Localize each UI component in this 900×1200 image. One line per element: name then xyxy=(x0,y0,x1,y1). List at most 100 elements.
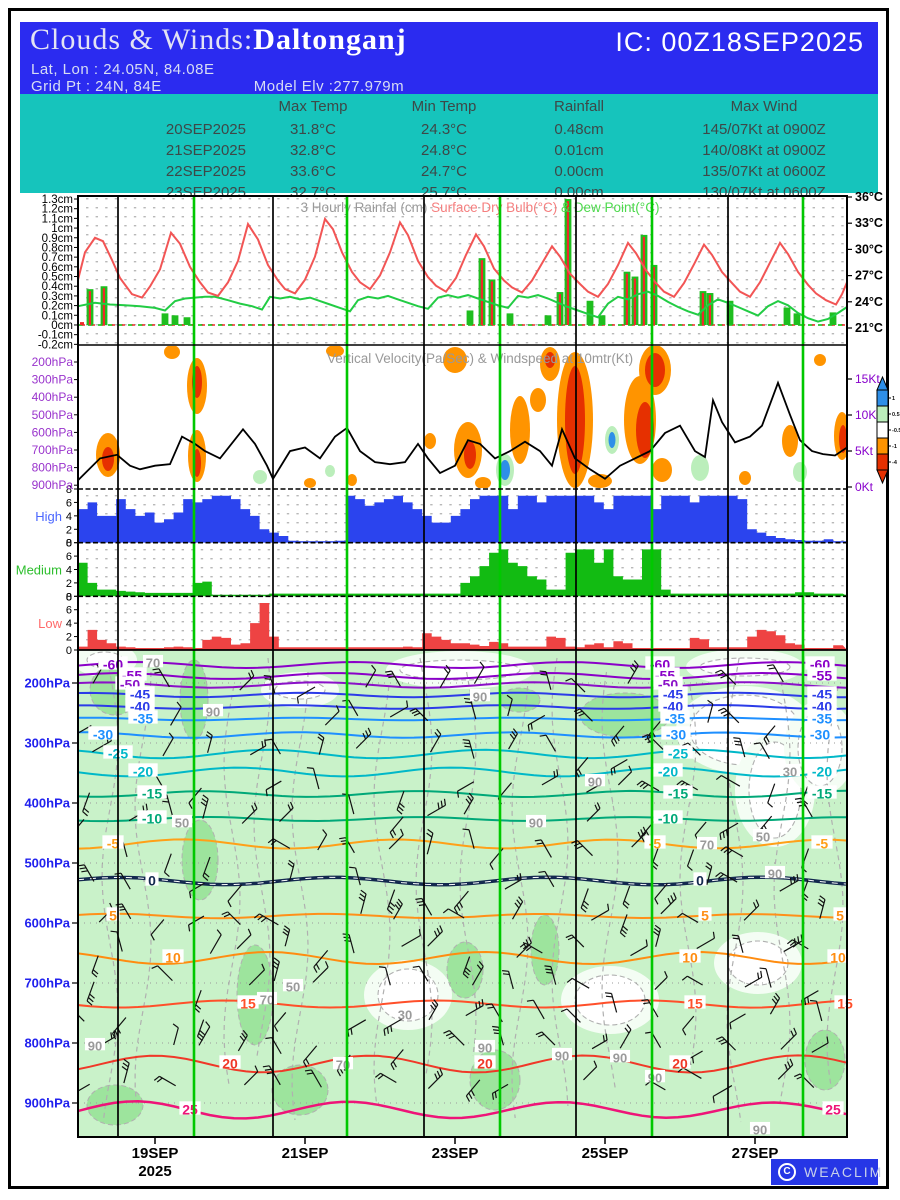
svg-text:800hPa: 800hPa xyxy=(24,1036,70,1051)
svg-text:1.2cm: 1.2cm xyxy=(42,204,73,216)
svg-text:0.1cm: 0.1cm xyxy=(42,310,73,322)
vv-colorbar: 1 0.5 -0.5 -1 -4 xyxy=(876,375,900,485)
dew-point-line xyxy=(77,290,848,323)
svg-text:1: 1 xyxy=(892,396,895,402)
svg-text:-5: -5 xyxy=(816,836,829,852)
svg-text:-20: -20 xyxy=(812,764,832,780)
page-title: Clouds & Winds:Daltonganj xyxy=(30,23,407,57)
svg-text:90: 90 xyxy=(648,1070,662,1085)
svg-text:90: 90 xyxy=(613,1050,627,1065)
svg-text:0: 0 xyxy=(696,873,704,889)
svg-text:0: 0 xyxy=(66,591,72,603)
cell-max-temp: 32.8°C xyxy=(289,142,337,159)
svg-text:500hPa: 500hPa xyxy=(32,408,74,422)
svg-text:30: 30 xyxy=(783,764,797,779)
svg-text:10Kt: 10Kt xyxy=(855,408,880,422)
svg-text:70: 70 xyxy=(260,992,274,1007)
svg-text:4: 4 xyxy=(66,565,72,577)
svg-text:10: 10 xyxy=(830,950,846,966)
cell-min-temp: 24.8°C xyxy=(420,142,468,159)
svg-text:-20: -20 xyxy=(133,764,153,780)
svg-text:200hPa: 200hPa xyxy=(32,355,74,369)
svg-text:1.1cm: 1.1cm xyxy=(42,213,73,225)
svg-text:0: 0 xyxy=(66,538,72,550)
svg-text:6: 6 xyxy=(66,497,72,509)
svg-text:800hPa: 800hPa xyxy=(32,461,74,475)
svg-text:8: 8 xyxy=(66,538,72,550)
svg-text:0.9cm: 0.9cm xyxy=(42,233,73,245)
svg-text:50: 50 xyxy=(756,829,770,844)
svg-text:5Kt: 5Kt xyxy=(855,444,874,458)
cell-min-temp: 24.3°C xyxy=(420,121,468,138)
panel-winds-rh: -60 -60 -60-55 -55 -55-50 -50-45 -45 -45-40 -40-… xyxy=(79,651,856,1137)
svg-text:700hPa: 700hPa xyxy=(24,976,70,991)
svg-text:500hPa: 500hPa xyxy=(24,856,70,871)
svg-text:900hPa: 900hPa xyxy=(32,478,74,492)
svg-text:200hPa: 200hPa xyxy=(24,676,70,691)
svg-text:70: 70 xyxy=(700,837,714,852)
header: Clouds & Winds:Daltonganj IC: 00Z18SEP20… xyxy=(20,22,878,95)
svg-text:25: 25 xyxy=(182,1102,198,1118)
axis-labels: 1.3cm1.2cm1.1cm1cm0.9cm0.8cm0.7cm0.6cm0.… xyxy=(24,190,882,1180)
svg-text:300hPa: 300hPa xyxy=(24,736,70,751)
weaclim-logo: C WEACLIM xyxy=(771,1159,881,1185)
svg-text:30: 30 xyxy=(398,1007,412,1022)
svg-text:70: 70 xyxy=(146,655,160,670)
svg-text:-15: -15 xyxy=(668,786,688,802)
cell-max-wind: 135/07Kt at 0600Z xyxy=(702,163,826,180)
table-row: 21SEP2025 32.8°C 24.8°C 0.01cm 140/08Kt at 0… xyxy=(20,140,878,161)
model-elev-text: Model Elv :277.979m xyxy=(253,78,405,95)
svg-text:50: 50 xyxy=(175,815,189,830)
svg-text:-55: -55 xyxy=(812,668,832,684)
svg-text:8: 8 xyxy=(66,591,72,603)
svg-text:15: 15 xyxy=(240,996,256,1012)
svg-text:900hPa: 900hPa xyxy=(24,1096,70,1111)
svg-text:-5: -5 xyxy=(649,836,662,852)
svg-text:15: 15 xyxy=(687,996,703,1012)
svg-text:700hPa: 700hPa xyxy=(32,443,74,457)
svg-text:8: 8 xyxy=(66,484,72,496)
svg-text:50: 50 xyxy=(286,979,300,994)
dry-bulb-line xyxy=(77,216,848,306)
cell-rainfall: 0.48cm xyxy=(554,121,604,138)
col-min-temp: Min Temp xyxy=(411,98,477,115)
svg-text:21°C: 21°C xyxy=(855,321,883,335)
svg-text:-20: -20 xyxy=(658,764,678,780)
forecast-table: Max Temp Min Temp Rainfall Max Wind 20SE… xyxy=(20,94,878,201)
svg-text:10: 10 xyxy=(682,950,698,966)
table-row: 20SEP2025 31.8°C 24.3°C 0.48cm 145/07Kt at 0… xyxy=(20,119,878,140)
svg-text:-0.5: -0.5 xyxy=(892,428,900,434)
svg-text:0.8cm: 0.8cm xyxy=(42,242,73,254)
svg-text:5: 5 xyxy=(109,908,117,924)
svg-text:30°C: 30°C xyxy=(855,242,883,256)
svg-text:90: 90 xyxy=(473,689,487,704)
svg-text:90: 90 xyxy=(529,815,543,830)
panel-borders xyxy=(77,195,848,1138)
svg-text:-30: -30 xyxy=(666,727,686,743)
svg-text:10: 10 xyxy=(165,950,181,966)
day-lines xyxy=(117,196,805,1137)
svg-text:15Kt: 15Kt xyxy=(855,372,880,386)
svg-text:-10: -10 xyxy=(658,811,678,827)
svg-text:5: 5 xyxy=(701,908,709,924)
row-date: 22SEP2025 xyxy=(165,163,246,180)
svg-text:-30: -30 xyxy=(93,727,113,743)
gridpt-line: Grid Pt : 24N, 84E Model Elv :277.979m xyxy=(31,78,404,95)
svg-text:-0.2cm: -0.2cm xyxy=(38,339,73,351)
svg-text:21SEP: 21SEP xyxy=(282,1145,329,1162)
row-date: 20SEP2025 xyxy=(165,121,246,138)
svg-text:0cm: 0cm xyxy=(51,320,73,332)
copyright-icon: C xyxy=(778,1163,796,1181)
svg-text:5: 5 xyxy=(836,908,844,924)
cell-rainfall: 0.01cm xyxy=(554,142,604,159)
init-condition: IC: 00Z18SEP2025 xyxy=(615,27,864,57)
outer-border xyxy=(8,8,889,1189)
svg-text:400hPa: 400hPa xyxy=(32,390,74,404)
wind-barbs xyxy=(79,660,837,1103)
svg-text:400hPa: 400hPa xyxy=(24,796,70,811)
svg-text:33°C: 33°C xyxy=(855,216,883,230)
svg-text:20: 20 xyxy=(222,1056,238,1072)
svg-text:Medium: Medium xyxy=(16,563,62,578)
svg-text:Low: Low xyxy=(38,616,62,631)
